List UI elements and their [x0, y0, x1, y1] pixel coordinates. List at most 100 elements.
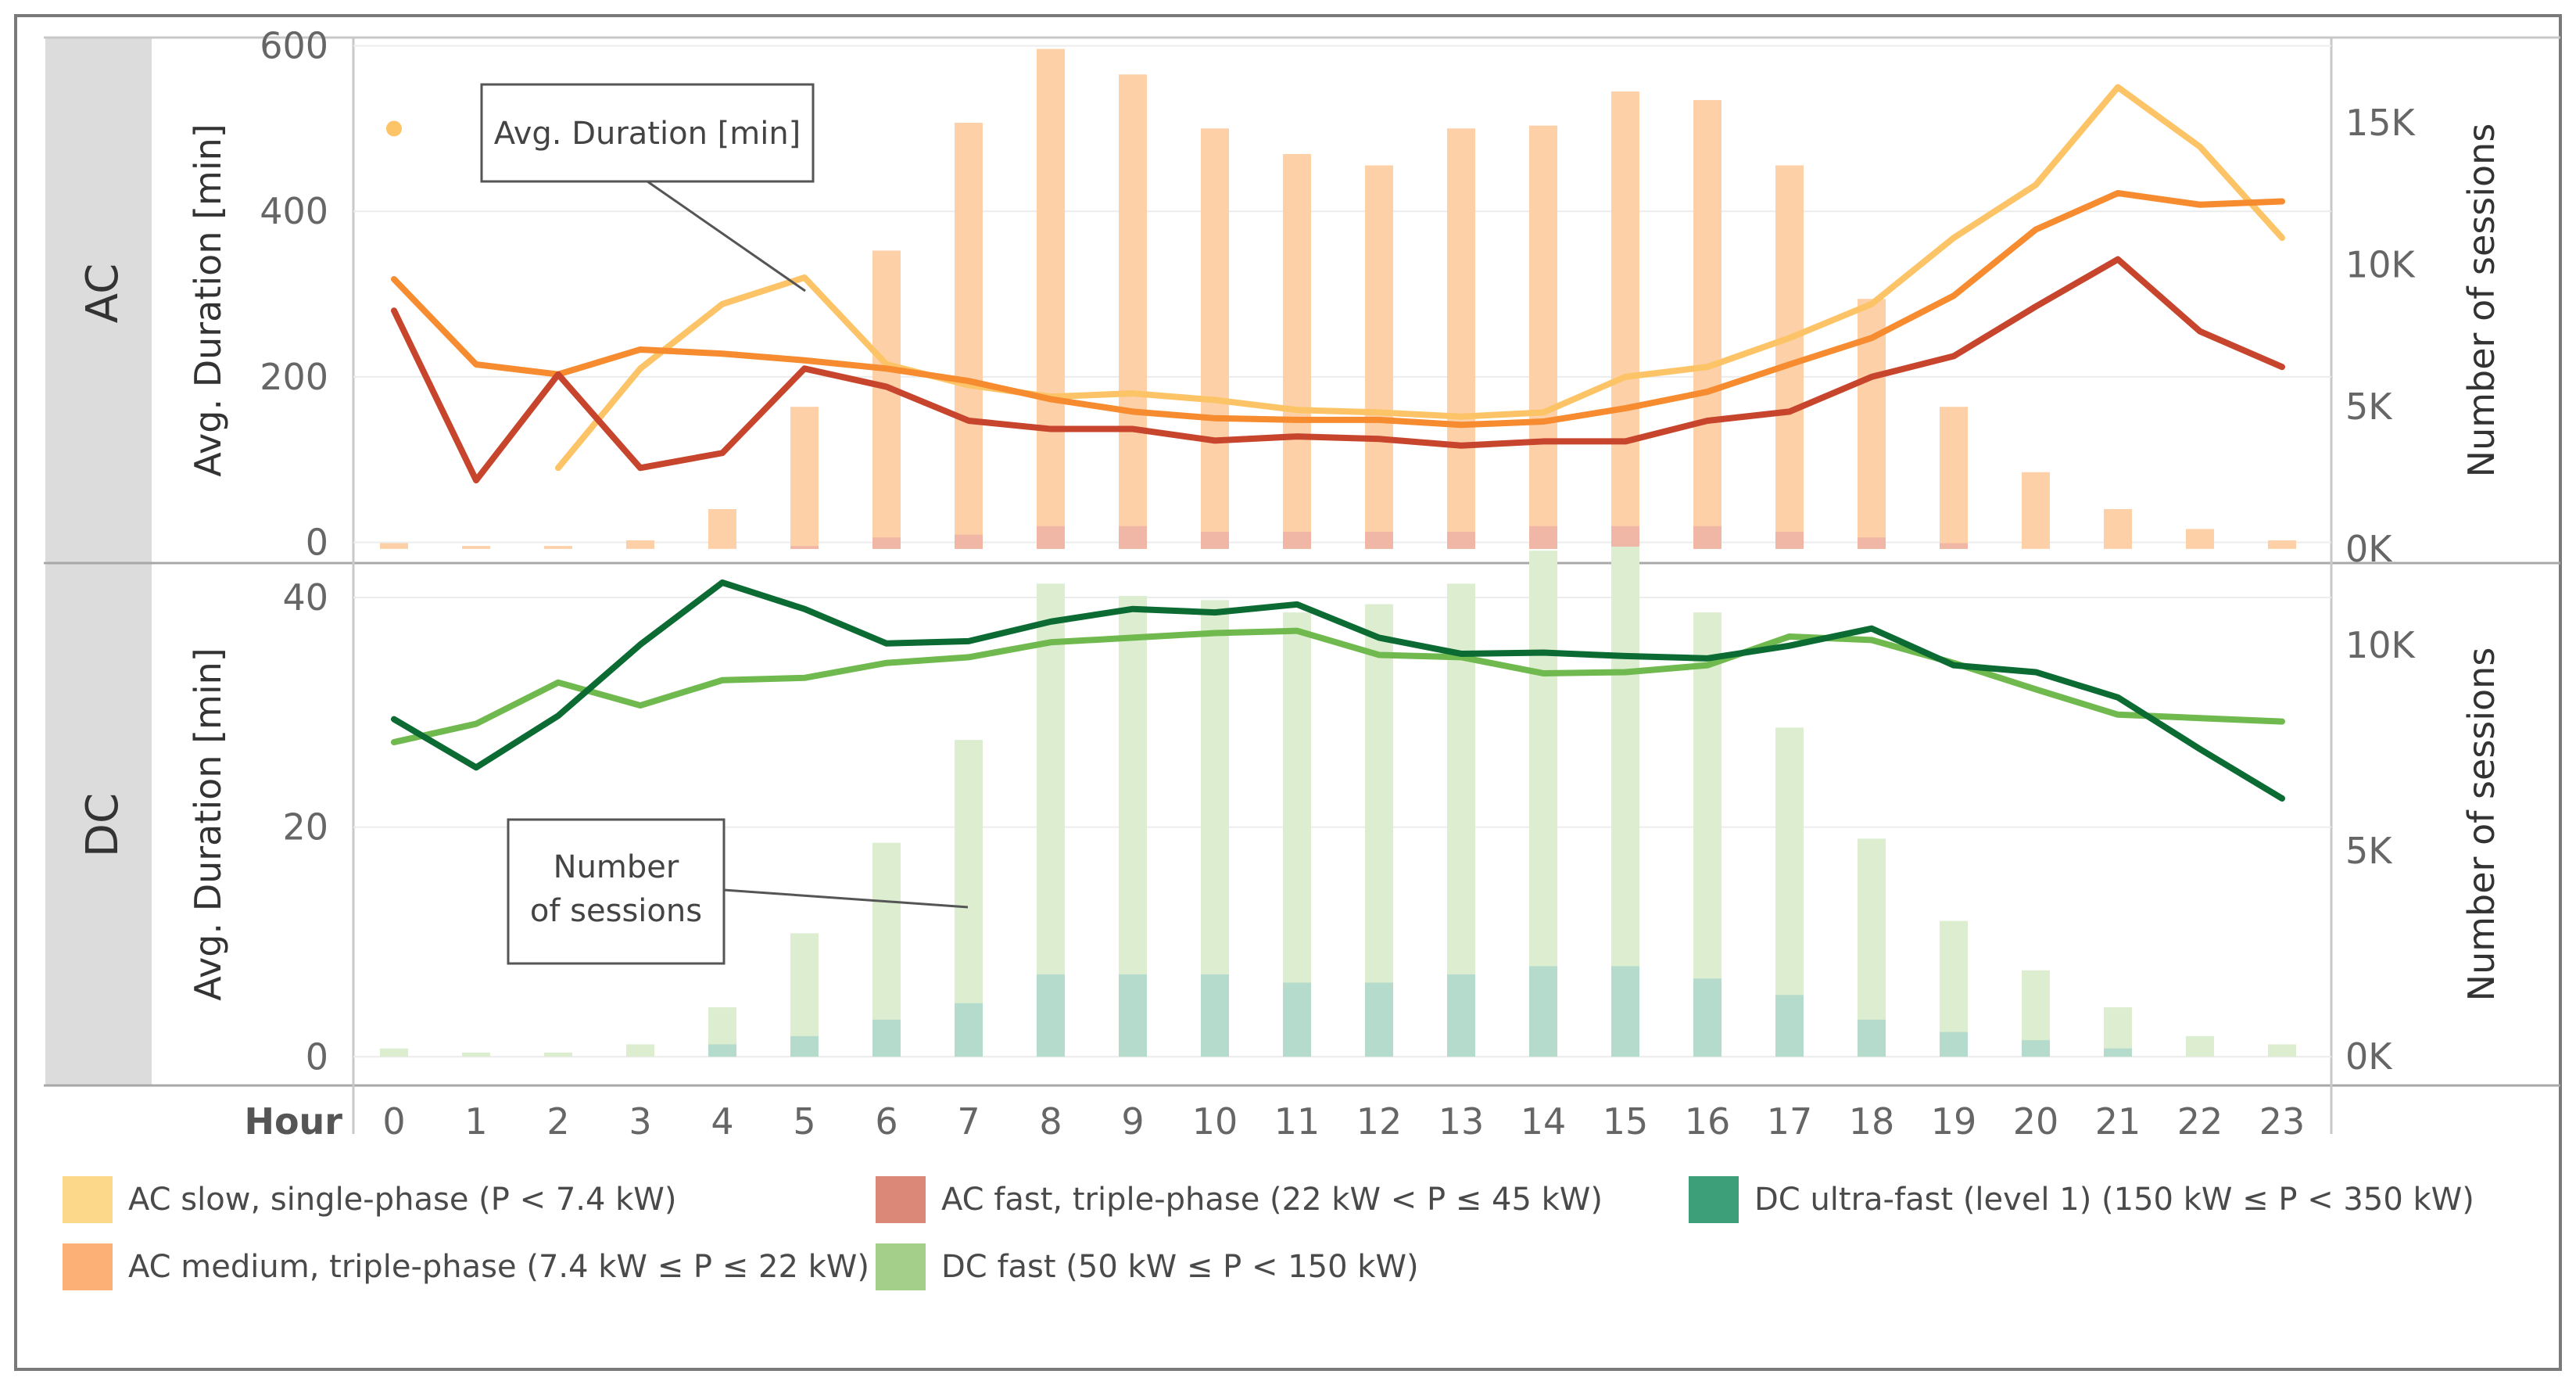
x-tick-label: 8 [1039, 1100, 1062, 1143]
ac-line-ac-slow-single-phase [555, 84, 2285, 472]
dc-bar-sessions-secondary [1693, 978, 1722, 1057]
dc-left-tick-label: 20 [282, 806, 328, 849]
ac-bar-sessions-secondary [1529, 526, 1557, 549]
ac-bar-sessions [1940, 407, 1968, 549]
ac-right-tick-label: 0K [2345, 528, 2393, 570]
bars [380, 48, 2296, 1057]
dc-right-tick-label: 5K [2345, 830, 2393, 872]
ac-bar-sessions-secondary [1037, 526, 1065, 549]
ac-line-ac-fast-triple-phase [391, 256, 2285, 484]
ac-bar-sessions [1119, 74, 1147, 549]
legend-swatch-dc-ultra-fast [1689, 1176, 1739, 1223]
ac-bar-sessions [380, 543, 408, 549]
x-tick-label: 9 [1121, 1100, 1144, 1143]
ac-bar-sessions-secondary [955, 534, 983, 549]
x-tick-label: 13 [1438, 1100, 1485, 1143]
x-tick-label: 20 [2013, 1100, 2059, 1143]
ac-bar-sessions-secondary [1858, 537, 1886, 549]
ac-bar-sessions [2104, 508, 2132, 549]
ac-bar-sessions [1283, 153, 1311, 549]
dc-bar-sessions-secondary [1775, 995, 1804, 1057]
ac-right-tick-label: 10K [2345, 244, 2417, 286]
legend-label-ac-slow: AC slow, single-phase (P < 7.4 kW) [128, 1182, 677, 1218]
ac-annotation-text: Avg. Duration [min] [494, 116, 801, 152]
dc-bar-sessions [380, 1048, 408, 1057]
x-tick-label: 15 [1603, 1100, 1649, 1143]
x-tick-label: 22 [2177, 1100, 2223, 1143]
legend-label-dc-fast: DC fast (50 kW ≤ P < 150 kW) [941, 1249, 1419, 1285]
ac-bar-sessions [790, 407, 819, 549]
dc-bar-sessions-secondary [1529, 966, 1557, 1057]
ac-bar-sessions [626, 540, 654, 549]
ac-annotation-leader [647, 180, 806, 292]
dc-annotation-box [507, 818, 726, 965]
legend-item-dc-ultra-fast: DC ultra-fast (level 1) (150 kW ≤ P < 35… [1689, 1176, 2474, 1223]
ac-facet-label: AC [77, 264, 128, 323]
ac-point-ac-slow-single-phase [386, 120, 402, 137]
dc-bar-sessions-secondary [1119, 974, 1147, 1057]
ac-bar-sessions-secondary [1447, 532, 1475, 549]
dc-bar-sessions-secondary [2022, 1040, 2050, 1057]
ac-bar-sessions-secondary [1119, 526, 1147, 549]
ac-bar-sessions [1037, 48, 1065, 549]
ac-right-tick-label: 5K [2345, 386, 2393, 428]
dc-annotation-leader [723, 888, 969, 909]
ac-bar-sessions-secondary [1693, 526, 1722, 549]
ac-bar-sessions [2022, 472, 2050, 549]
dc-left-tick-label: 0 [306, 1035, 328, 1078]
dc-bar-sessions-secondary [1201, 974, 1229, 1057]
ac-bar-sessions-secondary [872, 537, 901, 549]
legend-swatch-ac-fast [876, 1176, 926, 1223]
x-tick-label: 12 [1356, 1100, 1403, 1143]
legend-item-ac-medium: AC medium, triple-phase (7.4 kW ≤ P ≤ 22… [63, 1243, 869, 1290]
lines [386, 84, 2285, 802]
ac-bar-sessions-secondary [1611, 526, 1639, 549]
dc-bar-sessions-secondary [1611, 966, 1639, 1057]
x-axis-title: Hour [244, 1100, 342, 1143]
ac-bar-sessions-secondary [1940, 543, 1968, 549]
ac-bar-sessions [1529, 125, 1557, 549]
legend-label-dc-ultra-fast: DC ultra-fast (level 1) (150 kW ≤ P < 35… [1754, 1182, 2474, 1218]
ac-bar-sessions [462, 546, 490, 549]
dc-bar-sessions-secondary [1037, 974, 1065, 1057]
dc-right-tick-label: 0K [2345, 1035, 2393, 1078]
ac-right-axis-title: Number of sessions [2460, 124, 2503, 478]
legend-label-ac-fast: AC fast, triple-phase (22 kW < P ≤ 45 kW… [941, 1182, 1603, 1218]
dc-line-dc-fast [391, 627, 2285, 746]
legend-label-ac-medium: AC medium, triple-phase (7.4 kW ≤ P ≤ 22… [128, 1249, 869, 1285]
dc-bar-sessions-secondary [708, 1044, 736, 1057]
ac-bar-sessions [1365, 165, 1393, 549]
ac-left-tick-label: 200 [260, 356, 328, 398]
ac-bar-sessions [2268, 540, 2296, 549]
dc-bar-sessions-secondary [1365, 982, 1393, 1057]
x-tick-label: 16 [1685, 1100, 1731, 1143]
ac-bar-sessions [544, 546, 572, 549]
x-tick-label: 23 [2259, 1100, 2306, 1143]
ac-bar-sessions [708, 508, 736, 549]
legend-swatch-ac-medium [63, 1243, 113, 1290]
dc-line-dc-ultra-fast-level-1 [391, 579, 2285, 802]
ac-left-tick-label: 400 [260, 190, 328, 232]
ac-left-tick-label: 600 [260, 25, 328, 67]
dc-bar-sessions [462, 1052, 490, 1057]
x-tick-label: 21 [2095, 1100, 2141, 1143]
dc-annotation-line-2: of sessions [530, 893, 702, 929]
x-tick-label: 6 [875, 1100, 897, 1143]
dc-bar-sessions [2186, 1035, 2214, 1057]
x-tick-label: 1 [464, 1100, 487, 1143]
dc-bar-sessions [544, 1052, 572, 1057]
x-tick-label: 11 [1274, 1100, 1320, 1143]
x-tick-label: 10 [1192, 1100, 1238, 1143]
dc-annotation-line-1: Number [554, 849, 679, 885]
legend-item-ac-fast: AC fast, triple-phase (22 kW < P ≤ 45 kW… [876, 1176, 1603, 1223]
ac-bar-sessions-secondary [1283, 532, 1311, 549]
ac-left-tick-label: 0 [306, 522, 328, 564]
ac-bar-sessions [2186, 529, 2214, 549]
ac-bar-sessions-secondary [790, 546, 819, 549]
ac-bar-sessions [872, 250, 901, 549]
ac-bar-sessions [1693, 99, 1722, 549]
x-tick-label: 5 [793, 1100, 815, 1143]
x-tick-label: 19 [1931, 1100, 1977, 1143]
dc-bar-sessions-secondary [1447, 974, 1475, 1057]
